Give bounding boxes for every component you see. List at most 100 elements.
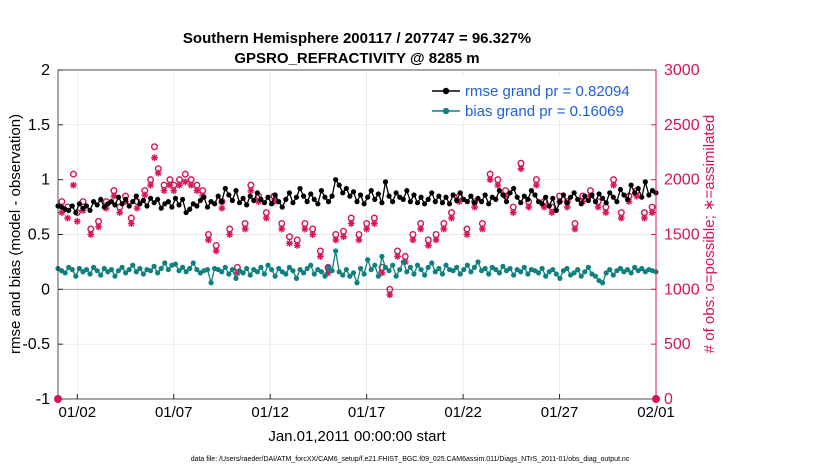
series-0-point-139 — [550, 195, 556, 201]
series-1-point-4 — [69, 266, 75, 273]
right-tick-label-1: 500 — [664, 336, 691, 353]
obs-possible-point-21 — [181, 170, 189, 178]
obs-assimilated-point-73 — [571, 225, 579, 233]
series-0-point-117 — [471, 200, 478, 206]
obs-assimilated-point-65 — [509, 209, 517, 216]
left-axis-ticks: -1 -0.5 0 0.5 1 1.5 2 — [22, 62, 63, 408]
series-1-point-57 — [258, 264, 264, 270]
series-1-point-90 — [375, 273, 381, 279]
right-tick-label-6: 3000 — [664, 62, 700, 79]
asterisk-stroke — [417, 226, 424, 232]
asterisk-stroke — [188, 182, 195, 189]
asterisk-stroke — [205, 237, 212, 243]
series-0-point-76 — [325, 199, 332, 205]
obs-assimilated-point-54 — [424, 242, 432, 249]
series-1-point-8 — [83, 266, 90, 273]
series-1-point-123 — [493, 266, 499, 273]
series-1-point-18 — [119, 264, 125, 270]
asterisk-stroke — [548, 209, 555, 216]
legend-marker-0 — [442, 87, 450, 95]
obs-assimilated-point-18 — [166, 181, 174, 189]
asterisk-stroke — [433, 237, 440, 243]
series-1-point-155 — [607, 266, 613, 273]
legend-marker-1 — [442, 107, 450, 115]
series-0-point-39 — [194, 203, 200, 209]
series-0-point-147 — [578, 201, 584, 207]
series-0-point-41 — [201, 194, 207, 200]
asterisk-stroke — [448, 215, 455, 221]
series-1-point-16 — [112, 273, 118, 279]
obs-assimilated-point-44 — [347, 220, 355, 227]
obs-assimilated-point-19 — [170, 187, 178, 195]
series-1-point-130 — [518, 269, 524, 275]
series-0-point-3 — [66, 207, 72, 213]
series-0-point-48 — [226, 192, 232, 198]
series-0-point-61 — [272, 192, 278, 198]
obs-possible-point-2 — [69, 170, 77, 178]
asterisk-stroke — [518, 165, 524, 172]
asterisk-stroke — [533, 182, 540, 189]
series-0-point-120 — [482, 192, 488, 198]
right-axis-ticks: 0 500 1000 1500 2000 2500 3000 — [651, 62, 700, 408]
right-tick-label-4: 2000 — [664, 172, 700, 189]
series-1-point-113 — [457, 271, 463, 277]
series-1-point-164 — [639, 265, 645, 272]
series-0-point-27 — [151, 200, 157, 206]
series-1-point-125 — [500, 263, 506, 269]
obs-assimilated-point-79 — [617, 214, 625, 222]
legend-label-0: rmse grand pr = 0.82094 — [465, 83, 630, 100]
x-tick-label-2: 01/12 — [251, 404, 289, 421]
x-tick-label-1: 01/07 — [155, 404, 193, 421]
series-1-point-128 — [511, 272, 517, 278]
asterisk-stroke — [87, 231, 94, 238]
series-0-point-52 — [240, 195, 246, 201]
series-0-point-20 — [126, 203, 132, 209]
asterisk-stroke — [626, 198, 632, 205]
obs-assimilated-point-68 — [533, 181, 540, 189]
obs-assimilated-point-62 — [486, 176, 494, 184]
asterisk-stroke — [332, 237, 339, 243]
obs-assimilated-point-39 — [309, 231, 317, 238]
series-1-point-131 — [521, 264, 527, 270]
series-1-point-114 — [461, 266, 467, 273]
series-0-point-149 — [585, 197, 591, 204]
asterisk-stroke — [247, 187, 254, 194]
series-1-point-26 — [147, 268, 154, 274]
series-0-point-90 — [375, 191, 381, 197]
series-1-point-30 — [162, 260, 168, 266]
series-0-point-81 — [343, 185, 349, 192]
series-1-point-75 — [322, 273, 328, 279]
asterisk-stroke — [70, 182, 77, 189]
asterisk-stroke — [425, 242, 432, 249]
obs-assimilated-point-11 — [127, 220, 135, 227]
series-1-point-106 — [432, 269, 438, 275]
asterisk-stroke — [263, 215, 270, 221]
obs-assimilated-point-43 — [340, 233, 347, 241]
obs-assimilated-point-82 — [641, 214, 648, 222]
asterisk-stroke — [487, 176, 494, 183]
obs-assimilated-point-67 — [525, 203, 533, 211]
asterisk-stroke — [494, 182, 501, 189]
asterisk-stroke — [371, 220, 378, 227]
obs-possible-point-15 — [150, 143, 158, 151]
obs-assimilated-point-61 — [478, 225, 486, 233]
series-0-point-74 — [318, 188, 325, 194]
left-tick-label-2: 0 — [41, 281, 50, 298]
corner-marker-right — [652, 395, 660, 403]
series-1-point-97 — [400, 259, 406, 265]
series-0-point-8 — [83, 203, 90, 209]
obs-assimilated-point-12 — [133, 204, 141, 212]
x-tick-label-5: 01/27 — [541, 404, 579, 421]
series-0-point-151 — [592, 199, 599, 205]
series-1-point-100 — [411, 271, 417, 277]
obs-assimilated-point-26 — [212, 247, 220, 255]
series-1-point-102 — [418, 266, 424, 273]
obs-possible-point-0 — [58, 198, 66, 206]
series-0-point-162 — [632, 190, 638, 196]
series-0-point-97 — [400, 196, 406, 203]
series-1-point-66 — [290, 268, 296, 274]
series-0-point-102 — [418, 194, 424, 200]
series-0-point-86 — [361, 201, 367, 207]
obs-assimilated-point-9 — [116, 209, 124, 216]
asterisk-stroke — [147, 182, 154, 189]
